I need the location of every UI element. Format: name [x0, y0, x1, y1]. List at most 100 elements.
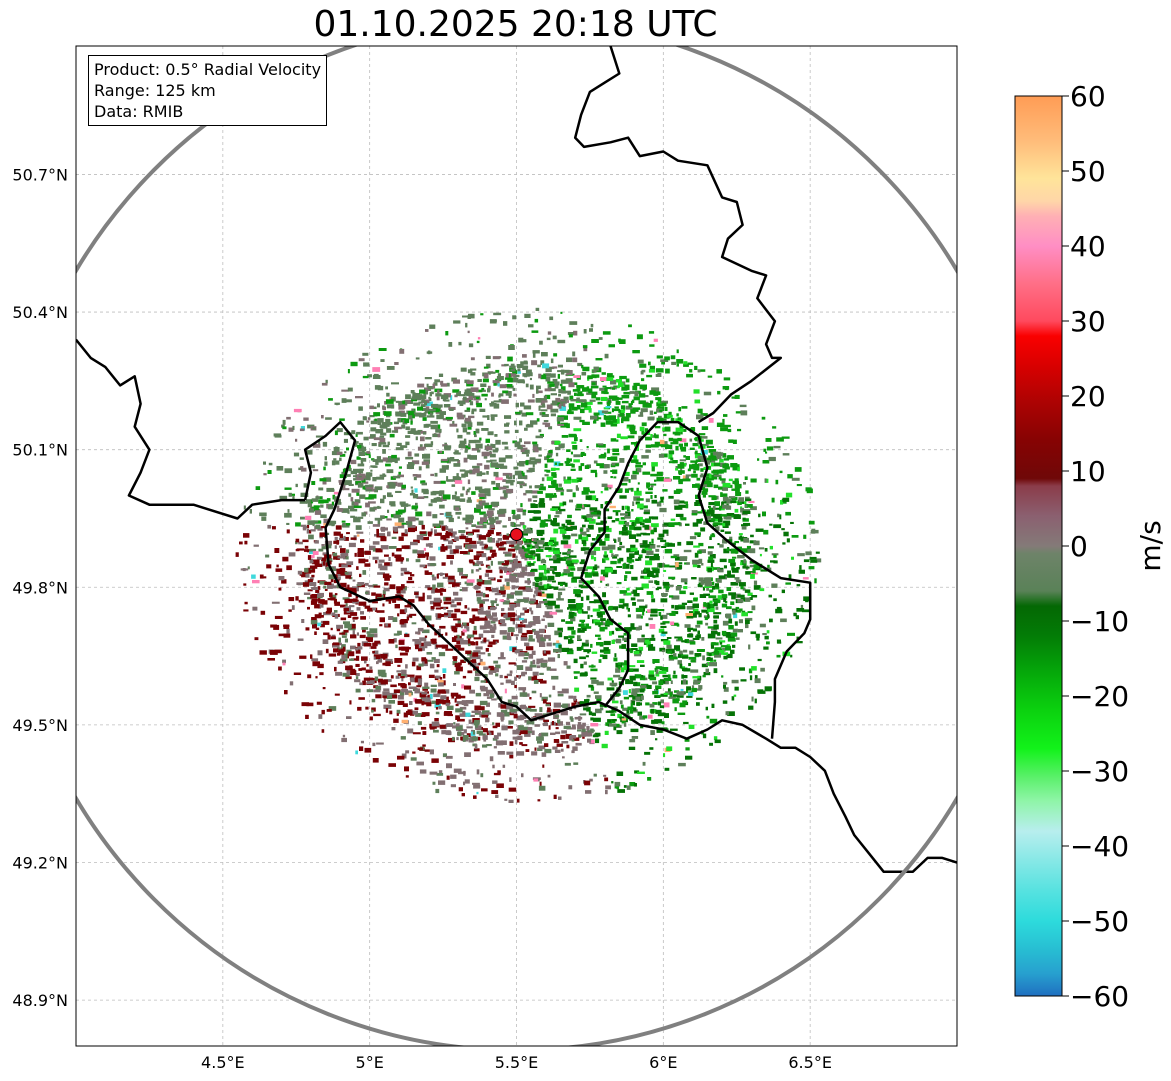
- echo-pixel: [588, 711, 593, 716]
- echo-pixel: [537, 541, 542, 544]
- echo-pixel: [382, 457, 388, 462]
- echo-pixel: [580, 623, 585, 629]
- echo-pixel: [548, 450, 553, 454]
- echo-pixel: [274, 548, 280, 553]
- echo-pixel: [488, 732, 492, 736]
- echo-pixel: [468, 439, 477, 444]
- echo-pixel: [735, 609, 741, 613]
- echo-pixel: [336, 624, 343, 629]
- echo-pixel: [628, 403, 632, 408]
- echo-pixel: [506, 570, 512, 575]
- echo-pixel: [599, 444, 606, 448]
- echo-pixel: [593, 412, 600, 416]
- echo-pixel: [355, 649, 361, 654]
- echo-pixel: [452, 494, 457, 500]
- echo-pixel: [589, 495, 597, 500]
- echo-pixel: [606, 687, 615, 691]
- echo-pixel: [302, 526, 308, 529]
- echo-pixel: [487, 493, 491, 497]
- echo-pixel: [440, 547, 446, 552]
- echo-pixel: [707, 551, 713, 555]
- echo-pixel: [509, 754, 514, 759]
- echo-pixel: [677, 541, 682, 546]
- echo-pixel: [482, 728, 488, 733]
- echo-pixel: [731, 567, 739, 573]
- echo-pixel: [471, 710, 479, 713]
- echo-pixel: [544, 611, 553, 616]
- echo-pixel: [530, 420, 538, 425]
- echo-pixel: [569, 716, 573, 720]
- echo-pixel: [660, 497, 664, 502]
- echo-pixel: [425, 406, 430, 410]
- echo-pixel: [368, 584, 376, 587]
- echo-pixel: [636, 533, 642, 537]
- echo-pixel: [649, 390, 656, 395]
- echo-pixel: [426, 659, 434, 662]
- echo-pixel: [476, 597, 482, 602]
- echo-pixel: [660, 400, 668, 404]
- echo-pixel: [631, 668, 639, 672]
- echo-pixel: [502, 600, 511, 605]
- echo-pixel: [546, 586, 554, 589]
- echo-pixel: [274, 615, 283, 619]
- echo-pixel: [323, 466, 326, 471]
- echo-pixel: [396, 709, 401, 714]
- echo-pixel: [785, 511, 791, 516]
- echo-pixel: [344, 399, 352, 403]
- echo-pixel: [453, 722, 456, 725]
- echo-pixel: [341, 552, 349, 557]
- echo-pixel: [358, 558, 366, 564]
- echo-pixel: [551, 440, 555, 445]
- echo-pixel: [350, 588, 357, 593]
- echo-pixel: [630, 623, 635, 629]
- echo-pixel: [472, 614, 476, 619]
- echo-pixel: [569, 406, 572, 412]
- echo-pixel: [679, 650, 683, 655]
- echo-pixel: [660, 598, 668, 603]
- echo-pixel: [629, 553, 635, 558]
- echo-pixel: [696, 477, 701, 481]
- echo-pixel: [635, 626, 640, 631]
- echo-pixel: [378, 559, 385, 563]
- echo-pixel: [487, 388, 491, 393]
- echo-pixel: [596, 463, 605, 466]
- echo-pixel: [712, 451, 718, 456]
- echo-pixel: [350, 670, 357, 675]
- echo-pixel: [344, 623, 352, 629]
- echo-pixel: [595, 738, 600, 744]
- echo-pixel: [708, 505, 711, 508]
- echo-pixel: [694, 451, 697, 455]
- echo-pixel: [665, 444, 673, 449]
- echo-pixel: [547, 707, 551, 713]
- echo-pixel: [763, 646, 769, 650]
- echo-pixel: [577, 729, 582, 732]
- echo-pixel: [415, 502, 418, 506]
- echo-pixel: [610, 694, 613, 698]
- echo-pixel: [488, 730, 491, 734]
- echo-pixel: [682, 667, 688, 672]
- echo-pixel: [355, 750, 358, 755]
- echo-pixel: [625, 592, 632, 596]
- echo-pixel: [684, 562, 688, 565]
- echo-pixel: [523, 405, 532, 410]
- echo-pixel: [307, 520, 315, 525]
- echo-pixel: [375, 593, 382, 598]
- echo-pixel: [700, 580, 705, 585]
- echo-pixel: [420, 480, 426, 484]
- echo-pixel: [688, 663, 691, 667]
- echo-pixel: [483, 366, 489, 369]
- echo-pixel: [592, 608, 601, 612]
- echo-pixel: [530, 504, 538, 508]
- echo-pixel: [465, 490, 468, 496]
- echo-pixel: [275, 568, 283, 572]
- echo-pixel: [790, 654, 793, 658]
- echo-pixel: [341, 644, 346, 649]
- echo-pixel: [700, 436, 708, 439]
- echo-pixel: [677, 660, 682, 665]
- echo-pixel: [445, 731, 452, 735]
- echo-pixel: [661, 402, 667, 407]
- echo-pixel: [675, 445, 679, 451]
- echo-pixel: [618, 628, 624, 631]
- echo-pixel: [484, 616, 488, 621]
- echo-pixel: [533, 618, 540, 623]
